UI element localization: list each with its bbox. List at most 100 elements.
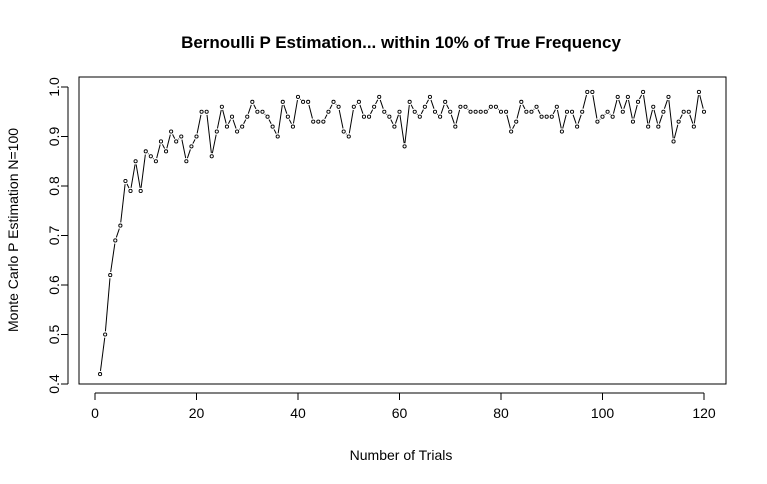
data-point (275, 134, 280, 139)
data-point (402, 144, 407, 149)
data-point (250, 99, 255, 104)
data-point (438, 114, 443, 119)
series-segment (430, 99, 435, 109)
data-point (194, 134, 199, 139)
data-point (407, 99, 412, 104)
series-segment (227, 119, 232, 124)
data-point (169, 129, 174, 134)
data-point (554, 104, 559, 109)
series-segment (612, 99, 618, 114)
plot-frame (78, 76, 727, 385)
series-segment (556, 109, 562, 129)
data-point (184, 159, 189, 164)
data-point (473, 109, 478, 114)
series-segment (425, 99, 429, 105)
series-segment (120, 184, 126, 223)
series-segment (161, 144, 166, 149)
series-segment (552, 109, 556, 115)
series-segment (216, 109, 222, 129)
series-segment (512, 124, 516, 129)
data-point (138, 188, 143, 193)
series-segment (181, 139, 187, 159)
data-point (504, 109, 509, 114)
series-segment (689, 114, 694, 124)
series-segment (673, 124, 679, 139)
series-segment (455, 109, 461, 124)
y-tick-label: 0.8 (46, 176, 62, 196)
data-point (372, 104, 377, 109)
data-point (306, 99, 311, 104)
series-segment (410, 104, 414, 110)
series-segment (206, 114, 212, 154)
series-segment (126, 183, 130, 189)
data-point (98, 372, 103, 377)
series-segment (582, 94, 587, 109)
data-point (133, 159, 138, 164)
data-point (128, 188, 133, 193)
data-point (321, 119, 326, 124)
series-segment (192, 139, 196, 144)
series-segment (247, 104, 252, 114)
series-segment (572, 114, 577, 124)
data-point (336, 104, 341, 109)
series-segment (130, 164, 136, 188)
data-point (570, 109, 575, 114)
series-segment (222, 109, 227, 124)
series-segment (577, 114, 582, 124)
series-segment (166, 134, 171, 149)
series-segment (99, 337, 106, 371)
data-point (158, 139, 164, 144)
series-segment (359, 104, 364, 114)
x-tick-label: 60 (392, 405, 408, 421)
series-segment (420, 109, 424, 115)
series-segment (623, 99, 628, 109)
data-point (387, 114, 392, 119)
series-segment (394, 114, 399, 124)
data-point (559, 129, 564, 134)
data-point (630, 119, 636, 124)
data-point (397, 109, 402, 114)
series-segment (643, 95, 649, 124)
data-point (204, 109, 209, 114)
series-segment (253, 104, 257, 110)
data-point (701, 109, 707, 114)
data-point (453, 124, 458, 129)
series-segment (658, 114, 663, 124)
series-segment (404, 104, 410, 144)
data-point (412, 109, 417, 114)
data-point (366, 114, 372, 119)
data-point (443, 99, 448, 104)
series-segment (648, 109, 653, 124)
data-point (290, 124, 295, 129)
data-point (524, 109, 529, 114)
data-point (549, 114, 554, 119)
x-tick-label: 80 (493, 405, 509, 421)
data-point (224, 124, 229, 129)
series-segment (663, 99, 668, 109)
data-point (255, 109, 260, 114)
data-point (295, 94, 301, 99)
data-point (123, 178, 128, 184)
y-axis-label: Monte Carlo P Estimation N=100 (5, 128, 21, 332)
series-segment (140, 154, 146, 188)
data-point (361, 114, 367, 119)
data-point (686, 109, 691, 114)
series-segment (506, 114, 511, 129)
data-point (209, 154, 214, 159)
data-point (483, 109, 488, 114)
data-point (143, 149, 148, 154)
series-segment (522, 104, 526, 110)
series-segment (370, 109, 374, 115)
data-point (615, 94, 620, 99)
x-tick-label: 40 (290, 405, 306, 421)
data-point (301, 99, 306, 104)
y-tick-label: 0.5 (46, 325, 62, 345)
series-segment (277, 104, 283, 134)
x-tick-label: 100 (591, 405, 615, 421)
data-point (529, 109, 534, 114)
data-point (148, 154, 153, 159)
data-point (382, 109, 387, 114)
data-point (600, 114, 605, 119)
data-point (245, 114, 250, 119)
